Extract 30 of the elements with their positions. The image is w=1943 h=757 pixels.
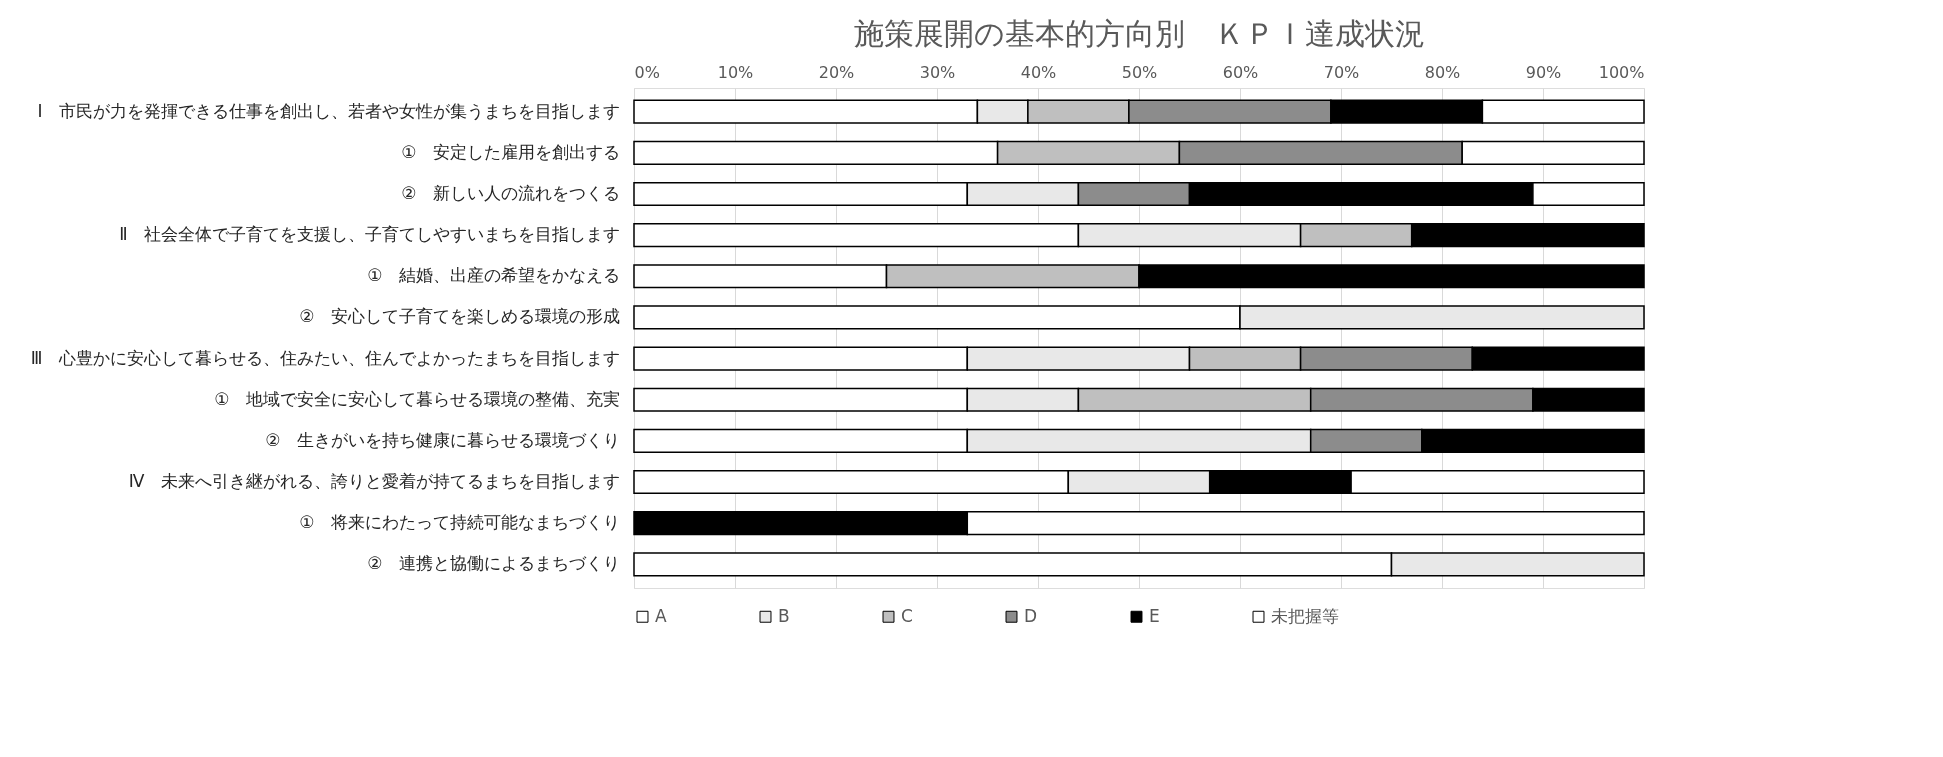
y-tick-label: ② 安心して子育てを楽しめる環境の形成 — [299, 306, 621, 327]
x-tick-label: 20% — [818, 62, 855, 82]
x-tick-label: 90% — [1525, 62, 1562, 82]
chart-title: 施策展開の基本的方向別 ＫＰＩ達成状況 — [853, 16, 1425, 51]
legend-label: 未把握等 — [1271, 605, 1339, 626]
y-tick-label: ① 将来にわたって持続可能なまちづくり — [299, 512, 621, 533]
x-tick-label: 80% — [1424, 62, 1461, 82]
y-tick-label: ① 地域で安全に安心して暮らせる環境の整備、充実 — [214, 388, 621, 409]
legend-label: A — [655, 605, 667, 626]
x-tick-label: 0% — [634, 62, 660, 82]
x-tick-label: 40% — [1020, 62, 1057, 82]
legend-label: B — [778, 605, 790, 626]
y-tick-label: ② 新しい人の流れをつくる — [401, 182, 621, 203]
y-tick-label: Ⅲ 心豊かに安心して暮らせる、住みたい、住んでよかったまちを目指します — [30, 347, 621, 368]
x-tick-label: 70% — [1323, 62, 1360, 82]
x-tick-label: 50% — [1121, 62, 1158, 82]
x-tick-label: 10% — [717, 62, 754, 82]
x-tick-label: 30% — [919, 62, 956, 82]
y-tick-label: ① 安定した雇用を創出する — [401, 141, 621, 162]
legend-label: C — [901, 605, 913, 626]
y-tick-label: ② 連携と協働によるまちづくり — [367, 553, 621, 574]
x-tick-label: 60% — [1222, 62, 1259, 82]
y-tick-label: Ⅰ 市民が力を発揮できる仕事を創出し、若者や女性が集うまちを目指します — [37, 100, 621, 121]
y-tick-label: Ⅳ 未来へ引き継がれる、誇りと愛着が持てるまちを目指します — [128, 471, 621, 492]
legend-label: E — [1149, 605, 1160, 626]
x-tick-label: 100% — [1598, 62, 1645, 82]
legend-label: D — [1024, 605, 1038, 626]
y-tick-label: ① 結婚、出産の希望をかなえる — [367, 265, 621, 286]
y-tick-label: ② 生きがいを持ち健康に暮らせる環境づくり — [265, 429, 621, 450]
y-tick-label: Ⅱ 社会全体で子育てを支援し、子育てしやすいまちを目指します — [119, 224, 621, 245]
